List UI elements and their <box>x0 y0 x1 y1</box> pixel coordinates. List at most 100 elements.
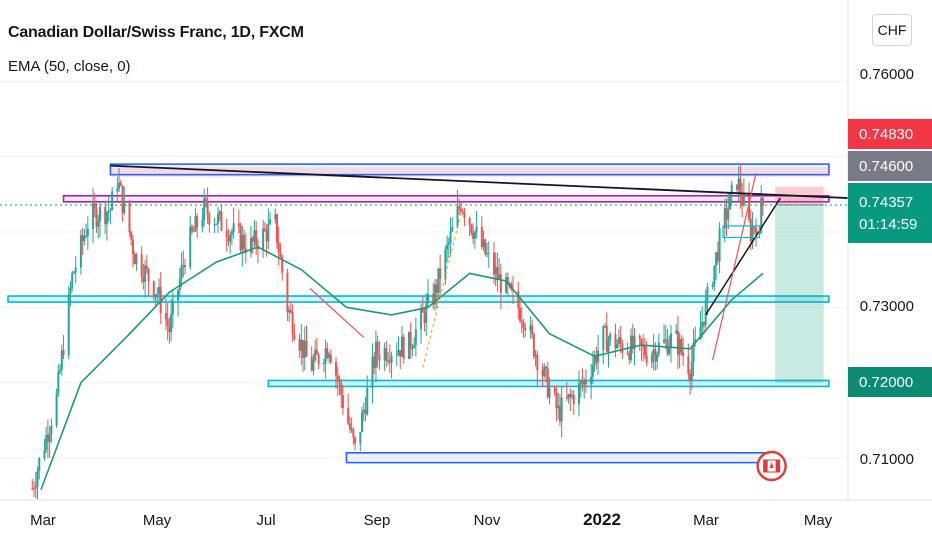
candle-body <box>748 194 751 219</box>
candle-body <box>631 335 634 349</box>
candle-body <box>192 231 195 233</box>
candle-body <box>255 230 258 246</box>
candle-body <box>60 350 63 370</box>
candle-body <box>262 228 265 250</box>
candle-body <box>347 407 350 424</box>
candle-body <box>482 239 485 248</box>
candle-body <box>605 325 608 352</box>
short-position-tool[interactable] <box>775 186 824 383</box>
candle-body <box>361 411 364 432</box>
candle-body <box>213 224 216 226</box>
candle-body <box>480 226 483 248</box>
candle-body <box>196 216 199 228</box>
candle-body <box>57 371 60 394</box>
candle-body <box>328 354 331 358</box>
candle-body <box>130 232 133 240</box>
candle-body <box>755 227 758 234</box>
candle-body <box>591 364 594 377</box>
price-tick-071000: 0.71000 <box>859 451 914 468</box>
candle-body <box>362 409 365 412</box>
candle-body <box>184 265 187 268</box>
candle-body <box>437 268 440 293</box>
candle-body <box>400 336 403 357</box>
trendlines[interactable] <box>110 164 849 368</box>
candle-body <box>269 219 272 224</box>
candle-body <box>439 268 442 280</box>
price-tick-073000: 0.73000 <box>859 298 914 315</box>
candle-body <box>230 232 233 235</box>
candle-body <box>322 362 325 365</box>
indicator-label[interactable]: EMA (50, close, 0) <box>8 58 131 75</box>
candle-body <box>520 320 523 323</box>
red-trend-sketch <box>712 173 757 361</box>
candle-body <box>86 228 89 236</box>
candle-body <box>420 308 423 330</box>
position-reward <box>775 204 824 383</box>
consolidation-box <box>722 225 761 239</box>
candle-body <box>336 375 339 382</box>
chart-overlays <box>0 204 848 482</box>
candle-body <box>749 218 752 242</box>
candle-body <box>735 184 738 190</box>
time-tick: Sep <box>363 512 391 529</box>
candle-body <box>364 409 367 415</box>
candle-body <box>486 253 489 255</box>
symbol-title[interactable]: Canadian Dollar/Swiss Franc, 1D, FXCM <box>8 24 304 41</box>
candle-body <box>302 339 305 358</box>
candle-body <box>427 293 429 304</box>
candle-body <box>557 405 560 409</box>
candle-body <box>50 425 53 434</box>
candle-body <box>72 272 75 274</box>
candle-body <box>85 235 88 237</box>
candle-body <box>208 214 211 225</box>
candle-body <box>218 211 221 215</box>
ema-line <box>40 246 764 491</box>
flag-bar-left <box>763 460 768 472</box>
candle-body <box>475 226 478 232</box>
candle-body <box>67 293 70 356</box>
candle-body <box>123 200 126 213</box>
candle-body <box>227 237 230 242</box>
candle-body <box>524 327 527 331</box>
candle-body <box>291 312 294 335</box>
candle-body <box>680 339 683 352</box>
candle-body <box>274 214 277 220</box>
candle-body <box>232 223 235 233</box>
candle-body <box>225 230 228 238</box>
candle-body <box>626 352 629 354</box>
candle-body <box>395 354 398 356</box>
time-tick: Nov <box>473 512 501 529</box>
candle-body <box>329 354 332 363</box>
candle-body <box>446 244 449 250</box>
candle-body <box>617 337 620 344</box>
currency-badge[interactable]: CHF <box>872 14 912 46</box>
candle-body <box>152 281 155 298</box>
candle-body <box>553 388 556 393</box>
candle-body <box>352 429 355 438</box>
candle-body <box>645 355 648 363</box>
candle-body <box>359 431 362 444</box>
candle-body <box>602 326 605 351</box>
candle-body <box>180 265 183 279</box>
candle-body <box>572 394 575 405</box>
candle-body <box>43 449 46 459</box>
candle-body <box>741 196 744 206</box>
candle-body <box>69 287 72 294</box>
candle-body <box>131 239 134 255</box>
candle-body <box>387 360 390 362</box>
candle-body <box>46 434 49 442</box>
candle-body <box>522 322 525 328</box>
candle-body <box>730 184 733 193</box>
candle-body <box>366 388 369 415</box>
candle-body <box>704 300 707 326</box>
candle-body <box>487 252 490 254</box>
candle-body <box>154 294 157 298</box>
candle-body <box>699 327 702 340</box>
candle-body <box>142 276 145 283</box>
time-tick-year: 2022 <box>583 510 621 529</box>
candle-body <box>595 354 598 363</box>
candle-body <box>532 334 535 357</box>
candle-body <box>496 267 499 280</box>
candle-body <box>725 208 728 220</box>
